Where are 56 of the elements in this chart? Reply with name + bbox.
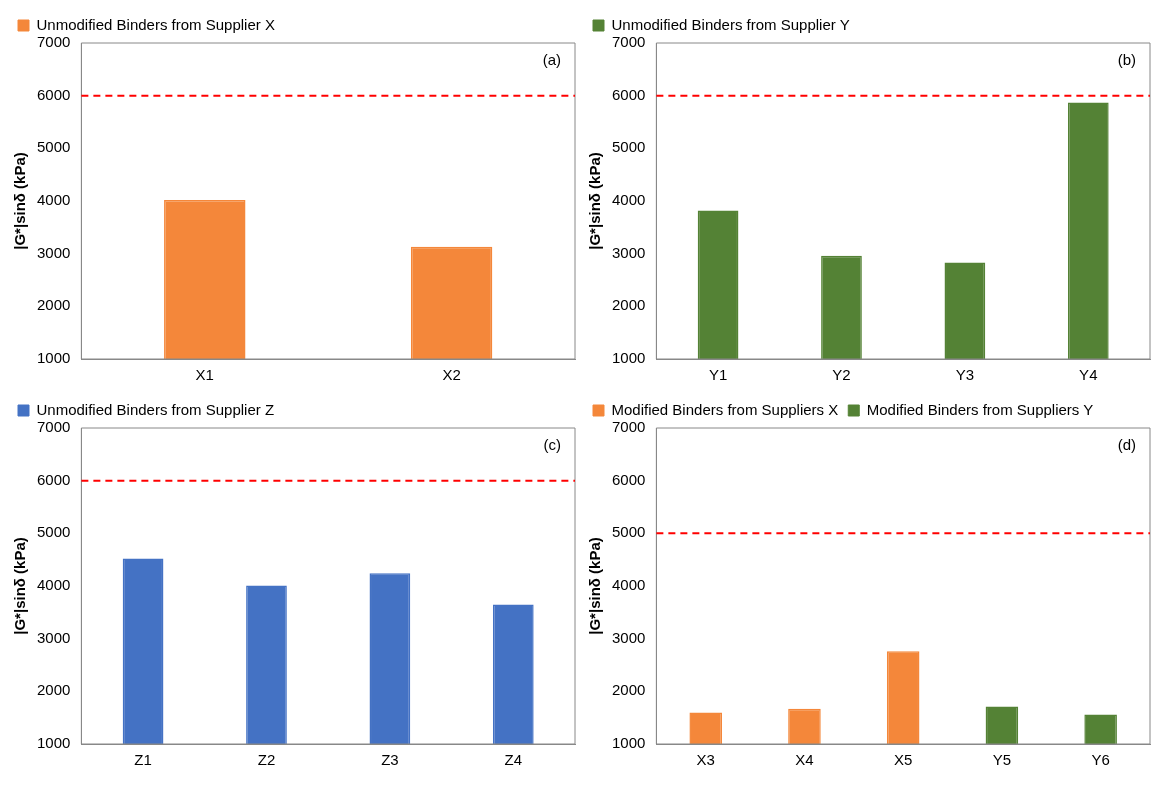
y-tick-label: 2000 [36,681,71,699]
x-tick-label: Y3 [955,366,975,384]
annotation: (a) [542,50,561,68]
y-tick-label: 7000 [611,418,646,436]
y-axis-title: |G*|sinδ (kPa) [586,537,604,635]
x-tick-label: Y5 [992,751,1012,769]
y-tick-label: 2000 [36,296,71,314]
y-tick-label: 4000 [611,576,646,594]
legend-label: Unmodified Binders from Supplier Z [36,400,275,418]
y-tick-label: 7000 [36,418,71,436]
x-tick-label: X4 [795,751,814,769]
y-axis-title: |G*|sinδ (kPa) [11,152,29,250]
y-tick-label: 7000 [611,33,646,51]
x-tick-label: X3 [696,751,715,769]
y-tick-label: 7000 [36,33,71,51]
y-axis-title: |G*|sinδ (kPa) [586,152,604,250]
y-tick-label: 3000 [36,628,71,646]
y-tick-label: 6000 [36,470,71,488]
y-tick-label: 5000 [36,523,71,541]
legend-label: Unmodified Binders from Supplier Y [611,15,850,33]
annotation: (b) [1117,50,1136,68]
x-tick-label: Z2 [257,751,276,769]
y-tick-label: 4000 [36,191,71,209]
y-tick-label: 1000 [611,349,646,367]
y-tick-label: 1000 [36,734,71,752]
y-tick-label: 2000 [611,681,646,699]
x-tick-label: X5 [894,751,913,769]
legend-label: Unmodified Binders from Supplier X [36,15,275,33]
x-tick-label: Y1 [708,366,728,384]
annotation: (c) [543,435,561,453]
y-tick-label: 2000 [611,296,646,314]
x-tick-label: Y2 [832,366,851,384]
y-tick-label: 6000 [611,470,646,488]
x-tick-label: Y6 [1091,751,1110,769]
y-tick-label: 6000 [36,85,71,103]
y-tick-label: 3000 [36,243,71,261]
x-tick-label: Z1 [134,751,152,769]
y-tick-label: 4000 [36,576,71,594]
legend-label: Modified Binders from Suppliers Y [866,400,1094,418]
x-tick-label: Z3 [381,751,399,769]
y-tick-label: 5000 [36,138,71,156]
x-tick-label: Z4 [504,751,523,769]
y-tick-label: 3000 [611,243,646,261]
y-tick-label: 6000 [611,85,646,103]
x-tick-label: Y4 [1079,366,1098,384]
x-tick-label: X2 [442,366,461,384]
y-tick-label: 5000 [611,138,646,156]
y-tick-label: 5000 [611,523,646,541]
y-axis-title: |G*|sinδ (kPa) [11,537,29,635]
y-tick-label: 1000 [36,349,71,367]
x-tick-label: X1 [195,366,214,384]
y-tick-label: 3000 [611,628,646,646]
y-tick-label: 1000 [611,734,646,752]
y-tick-label: 4000 [611,191,646,209]
legend-label: Modified Binders from Suppliers X [611,400,839,418]
annotation: (d) [1117,435,1136,453]
